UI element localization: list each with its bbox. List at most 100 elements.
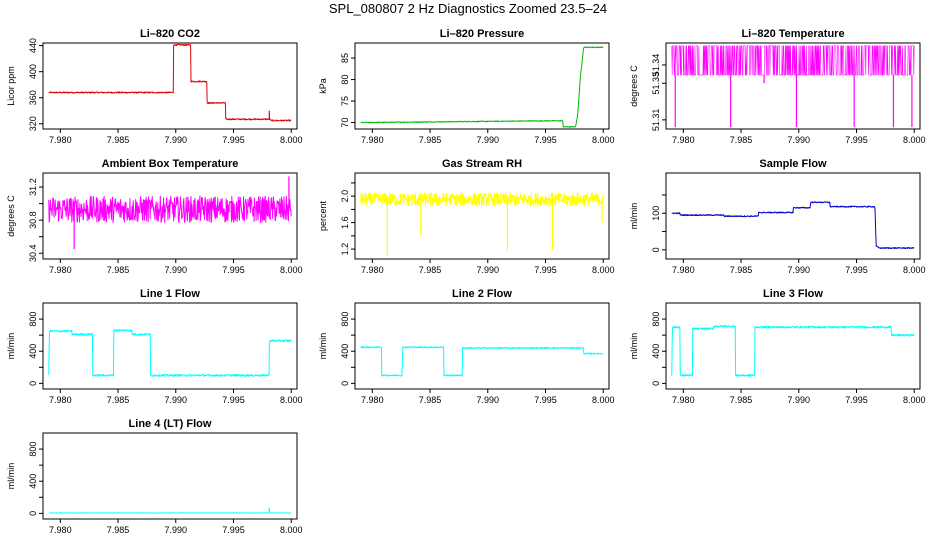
series-li-820-co2 [48,43,292,122]
series-line-1-flow [48,328,292,377]
figure-title: SPL_080807 2 Hz Diagnostics Zoomed 23.5–… [328,1,608,16]
y-tick-label: 0 [28,511,38,516]
x-tick-label: 7.985 [419,265,442,275]
panel-line-1-flow: Line 1 Flow 7.980 7.985 7.990 7.995 8.000 0 400… [6,288,302,405]
x-tick-label: 7.990 [788,265,811,275]
y-tick-label: 0 [340,381,350,386]
x-tick-label: 7.990 [788,395,811,405]
x-tick-label: 7.990 [165,525,188,535]
x-tick-label: 7.985 [730,135,753,145]
x-tick-label: 7.995 [845,265,868,275]
y-tick-label: 31.2 [28,178,38,196]
x-tick-label: 8.000 [280,135,303,145]
series-line [360,192,604,207]
x-tick-label: 7.995 [845,135,868,145]
y-tick-label: 400 [651,344,661,359]
x-tick-label: 8.000 [903,265,926,275]
x-tick-label: 7.985 [730,265,753,275]
plot-frame [354,302,610,390]
panel-li-820-co2: Li–820 CO2 7.980 7.985 7.990 7.995 8.000 320 36… [6,28,302,145]
series-li-820-pressure [360,46,604,128]
y-axis-label: degrees C [629,65,639,107]
panel-title: Li–820 Temperature [741,28,844,40]
y-axis-label: Licor ppm [6,66,16,106]
x-tick-label: 7.995 [222,395,245,405]
y-tick-label: 51.33 [651,72,661,95]
panel-title: Li–820 Pressure [440,28,524,40]
x-tick-label: 7.985 [730,395,753,405]
x-tick-label: 7.990 [165,395,188,405]
x-tick-label: 7.985 [107,525,130,535]
y-tick-label: 30.8 [28,211,38,229]
x-tick-label: 7.980 [672,265,695,275]
panel-title: Ambient Box Temperature [102,158,239,170]
x-tick-label: 7.980 [49,525,72,535]
series-li-820-temperature [671,45,915,128]
x-tick-label: 7.990 [788,135,811,145]
x-tick-label: 7.995 [534,135,557,145]
x-tick-label: 7.995 [222,135,245,145]
y-axis: 0 100 [651,194,666,252]
y-axis-label: ml/min [6,333,16,360]
x-tick-label: 7.980 [49,135,72,145]
x-tick-label: 8.000 [903,135,926,145]
y-tick-label: 320 [28,116,38,131]
x-tick-label: 8.000 [280,265,303,275]
series-line [48,43,292,122]
x-tick-label: 7.995 [534,395,557,405]
y-axis: 70 75 80 85 [340,53,355,128]
y-tick-label: 440 [28,38,38,53]
series-line [48,328,292,377]
panel-title: Li–820 CO2 [140,28,200,40]
x-tick-label: 7.995 [534,265,557,275]
panel-title: Line 1 Flow [140,288,200,300]
y-axis: 1.2 1.6 2.0 [340,182,355,256]
y-axis-label: degrees C [6,195,16,237]
x-axis: 7.980 7.985 7.990 7.995 8.000 [672,389,925,405]
series-line-4-lt-flow [48,507,292,514]
y-axis: 320 360 400 440 [28,38,43,131]
series-sample-flow [671,201,915,250]
y-tick-label: 400 [340,344,350,359]
panel-title: Line 3 Flow [763,288,823,300]
series-ambient-box-temperature [48,176,292,250]
x-tick-label: 7.995 [845,395,868,405]
x-axis: 7.980 7.985 7.990 7.995 8.000 [361,389,614,405]
x-tick-label: 7.980 [672,395,695,405]
panel-line-4-lt-flow: Line 4 (LT) Flow 7.980 7.985 7.990 7.995 8.00… [6,418,302,535]
x-axis: 7.980 7.985 7.990 7.995 8.000 [672,259,925,275]
x-tick-label: 8.000 [280,525,303,535]
plot-frame [42,172,298,260]
series-line-3-flow [671,324,915,377]
x-tick-label: 7.990 [477,395,500,405]
y-tick-label: 400 [28,64,38,79]
y-tick-label: 0 [651,381,661,386]
plot-frame [665,302,921,390]
y-tick-label: 1.2 [340,243,350,256]
y-tick-label: 100 [651,206,661,221]
x-tick-label: 7.995 [222,265,245,275]
y-tick-label: 70 [340,118,350,128]
series-line [48,195,292,224]
x-tick-label: 7.990 [477,135,500,145]
x-tick-label: 8.000 [592,395,615,405]
panel-title: Sample Flow [759,158,827,170]
series-line-2-flow [360,346,604,377]
series-line [671,45,915,76]
plot-frame [665,42,921,130]
x-tick-label: 7.980 [361,265,384,275]
y-tick-label: 800 [28,442,38,457]
y-tick-label: 2.0 [340,190,350,203]
series-gas-stream-rh [360,192,604,256]
y-axis: 0 400 800 [651,312,666,386]
y-axis: 0 400 800 [340,312,355,386]
y-axis-label: kPa [318,78,328,94]
x-tick-label: 7.990 [477,265,500,275]
x-axis: 7.980 7.985 7.990 7.995 8.000 [672,129,925,145]
x-tick-label: 7.990 [165,135,188,145]
x-axis: 7.980 7.985 7.990 7.995 8.000 [49,519,302,535]
panel-gas-stream-rh: Gas Stream RH 7.980 7.985 7.990 7.995 8.000 1.… [318,158,614,275]
